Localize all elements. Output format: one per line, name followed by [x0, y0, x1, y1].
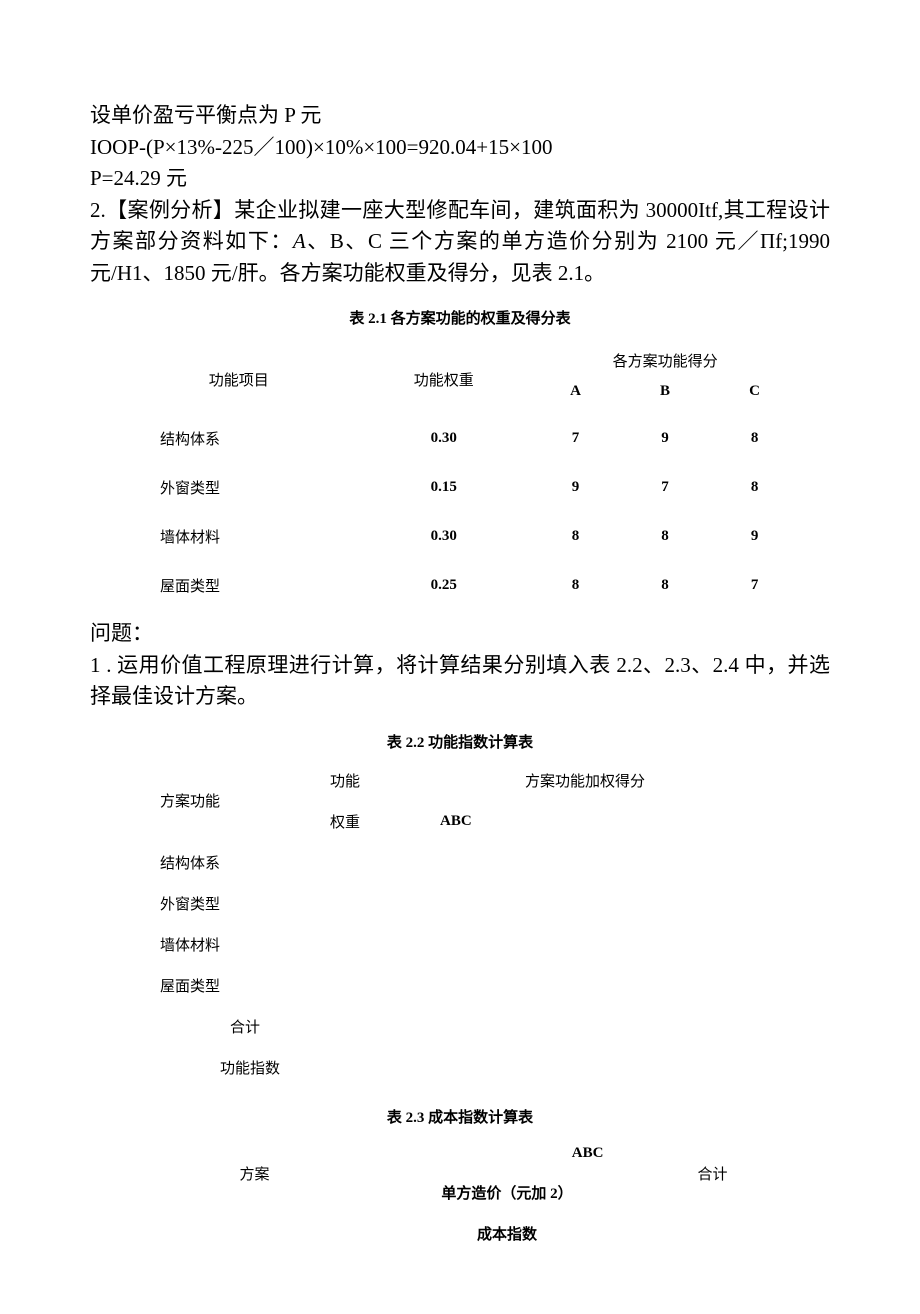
table-row: 外窗类型: [150, 883, 770, 924]
table-21: 功能项目 功能权重 各方案功能得分 A B C 结构体系 0.30 7 9 8 …: [120, 336, 800, 610]
intro-line-3: P=24.29 元: [90, 163, 830, 195]
t22-empty2: [709, 801, 770, 842]
t23-row2: 成本指数: [150, 1213, 770, 1254]
t23-head-plan: 方案: [150, 1135, 359, 1213]
t22-empty1: [648, 801, 709, 842]
t21-head-scores: 各方案功能得分: [530, 336, 800, 377]
t23-row1-label: 单方造价（元加 2）: [359, 1172, 655, 1213]
t21-r0-c: 8: [709, 414, 800, 463]
t22-fi-label: 功能指数: [150, 1047, 290, 1088]
table-row: 结构体系: [150, 842, 770, 883]
table21-header-row1: 功能项目 功能权重 各方案功能得分: [120, 336, 800, 377]
t21-r2-w: 0.30: [357, 512, 530, 561]
table-row: 外窗类型 0.15 9 7 8: [120, 463, 800, 512]
table-row-fi: 功能指数: [150, 1047, 770, 1088]
t21-r1-label: 外窗类型: [120, 463, 357, 512]
t21-r3-b: 8: [621, 561, 709, 610]
t22-sub-abc: ABC: [400, 801, 648, 842]
table21-caption: 表 2.1 各方案功能的权重及得分表: [90, 307, 830, 328]
t21-r2-a: 8: [530, 512, 621, 561]
t22-r0-label: 结构体系: [150, 842, 290, 883]
t21-r3-w: 0.25: [357, 561, 530, 610]
t21-sub-b: B: [621, 377, 709, 414]
t22-head-item: 方案功能: [150, 760, 290, 842]
t21-head-weight: 功能权重: [357, 336, 530, 414]
t21-r3-label: 屋面类型: [120, 561, 357, 610]
table-row-sum: 合计: [150, 1006, 770, 1047]
intro-4b: A: [293, 229, 306, 253]
table-row: 墙体材料 0.30 8 8 9: [120, 512, 800, 561]
table-row: 屋面类型: [150, 965, 770, 1006]
table-row: 屋面类型 0.25 8 8 7: [120, 561, 800, 610]
t21-sub-a: A: [530, 377, 621, 414]
t23-empty-mid: [359, 1135, 520, 1172]
t23-head-sum: 合计: [655, 1135, 770, 1213]
document-page: 设单价盈亏平衡点为 P 元 IOOP-(P×13%-225／100)×10%×1…: [0, 0, 920, 1314]
question-1: 1 . 运用价值工程原理进行计算，将计算结果分别填入表 2.2、2.3、2.4 …: [90, 650, 830, 713]
t22-r1-label: 外窗类型: [150, 883, 290, 924]
t21-r1-b: 7: [621, 463, 709, 512]
intro-line-2: IOOP-(P×13%-225／100)×10%×100=920.04+15×1…: [90, 132, 830, 164]
t22-head-scores: 方案功能加权得分: [400, 760, 770, 801]
t23-row2-label: 成本指数: [359, 1213, 655, 1254]
t21-r0-w: 0.30: [357, 414, 530, 463]
table-row: 结构体系 0.30 7 9 8: [120, 414, 800, 463]
t21-r2-b: 8: [621, 512, 709, 561]
t21-r1-w: 0.15: [357, 463, 530, 512]
t21-sub-c: C: [709, 377, 800, 414]
question-label: 问题：: [90, 618, 830, 650]
t21-r3-a: 8: [530, 561, 621, 610]
t22-r2-label: 墙体材料: [150, 924, 290, 965]
t22-header-row1: 方案功能 功能 方案功能加权得分: [150, 760, 770, 801]
t22-r3-label: 屋面类型: [150, 965, 290, 1006]
table23-caption: 表 2.3 成本指数计算表: [90, 1106, 830, 1127]
t22-head-weight-bot: 权重: [290, 801, 400, 842]
t23-head-abc: ABC: [520, 1135, 655, 1172]
t21-r0-label: 结构体系: [120, 414, 357, 463]
table-row: 墙体材料: [150, 924, 770, 965]
t21-r1-a: 9: [530, 463, 621, 512]
intro-line-1: 设单价盈亏平衡点为 P 元: [90, 100, 830, 132]
t21-r1-c: 8: [709, 463, 800, 512]
t21-r2-label: 墙体材料: [120, 512, 357, 561]
table-23: 方案 ABC 合计 单方造价（元加 2） 成本指数: [150, 1135, 770, 1254]
t21-r0-b: 9: [621, 414, 709, 463]
t21-r2-c: 9: [709, 512, 800, 561]
intro-line-4: 2.【案例分析】某企业拟建一座大型修配车间，建筑面积为 30000Itf,其工程…: [90, 195, 830, 290]
t21-r3-c: 7: [709, 561, 800, 610]
t23-header-row1: 方案 ABC 合计: [150, 1135, 770, 1172]
t21-r0-a: 7: [530, 414, 621, 463]
table22-caption: 表 2.2 功能指数计算表: [90, 731, 830, 752]
table-22: 方案功能 功能 方案功能加权得分 权重 ABC 结构体系 外窗类型 墙体材料 屋…: [150, 760, 770, 1088]
t22-sum-label: 合计: [150, 1006, 290, 1047]
t21-head-item: 功能项目: [120, 336, 357, 414]
t22-head-weight-top: 功能: [290, 760, 400, 801]
